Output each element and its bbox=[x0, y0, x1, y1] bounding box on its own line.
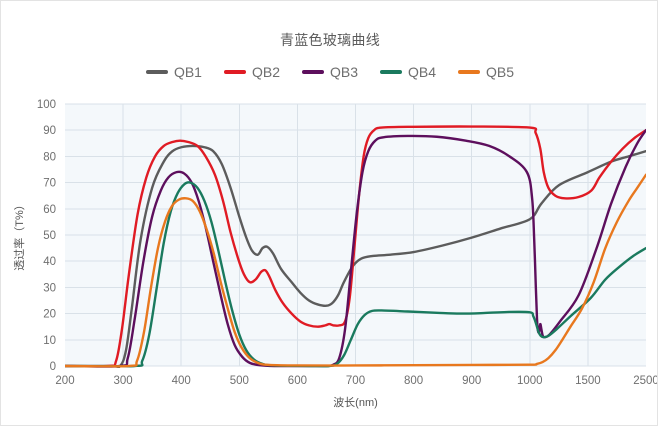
y-axis-tick-label: 0 bbox=[50, 361, 56, 373]
series-line-qb5[interactable] bbox=[65, 173, 646, 368]
x-axis-tick-label: 1500 bbox=[575, 375, 601, 387]
chart-title: 青蓝色玻璃曲线 bbox=[279, 32, 381, 48]
x-axis-tick-label: 2500 bbox=[633, 375, 658, 387]
legend-swatch-icon bbox=[301, 70, 324, 74]
x-axis-tick-label: 400 bbox=[172, 375, 191, 387]
y-axis-title: 透过率（T%） bbox=[12, 199, 26, 271]
series-line-qb2[interactable] bbox=[65, 125, 646, 368]
y-axis-tick-label: 100 bbox=[37, 99, 56, 111]
x-axis-tick-label: 300 bbox=[114, 375, 133, 387]
legend-item-qb1[interactable]: QB1 bbox=[145, 64, 202, 80]
legend-swatch-icon bbox=[223, 70, 246, 74]
x-axis-tick-label: 900 bbox=[462, 375, 481, 387]
legend-item-qb4[interactable]: QB4 bbox=[380, 64, 436, 80]
x-axis-tick-label: 1000 bbox=[517, 375, 543, 387]
y-axis-tick-label: 40 bbox=[43, 256, 56, 268]
legend-item-qb3[interactable]: QB3 bbox=[301, 64, 358, 80]
y-axis-tick-label: 60 bbox=[43, 204, 56, 216]
x-axis-tick-label: 600 bbox=[288, 375, 307, 387]
legend-swatch-icon bbox=[458, 70, 481, 74]
series-line-qb3[interactable] bbox=[65, 129, 646, 368]
legend-item-label: QB4 bbox=[408, 64, 437, 80]
legend-item-label: QB5 bbox=[486, 64, 515, 80]
legend-swatch-icon bbox=[145, 70, 168, 74]
y-axis-tick-label: 50 bbox=[43, 230, 56, 242]
x-axis-tick-label: 800 bbox=[404, 375, 423, 387]
series-line-qb4[interactable] bbox=[65, 181, 646, 368]
x-axis-tick-label: 500 bbox=[230, 375, 249, 387]
y-axis-tick-label: 80 bbox=[43, 151, 56, 163]
legend-swatch-icon bbox=[380, 70, 402, 74]
x-axis-tick-label: 700 bbox=[346, 375, 365, 387]
chart-legend: QB1 QB2 QB3 QB4 QB5 bbox=[1, 64, 657, 80]
legend-item-label: QB1 bbox=[173, 64, 202, 80]
y-axis-tick-label: 70 bbox=[43, 178, 56, 190]
series-line-qb1[interactable] bbox=[65, 144, 646, 368]
legend-item-qb5[interactable]: QB5 bbox=[458, 64, 514, 80]
series-group bbox=[65, 125, 646, 368]
y-axis-tick-label: 10 bbox=[43, 335, 56, 347]
y-axis-tick-label: 20 bbox=[43, 309, 56, 321]
y-axis-tick-label: 90 bbox=[43, 125, 56, 137]
legend-item-qb2[interactable]: QB2 bbox=[223, 64, 280, 80]
x-axis-tick-label: 200 bbox=[55, 375, 74, 387]
y-axis-tick-label: 30 bbox=[43, 282, 56, 294]
x-axis-title: 波长(nm) bbox=[333, 396, 378, 409]
legend-item-label: QB2 bbox=[251, 64, 280, 80]
legend-item-label: QB3 bbox=[329, 64, 358, 80]
